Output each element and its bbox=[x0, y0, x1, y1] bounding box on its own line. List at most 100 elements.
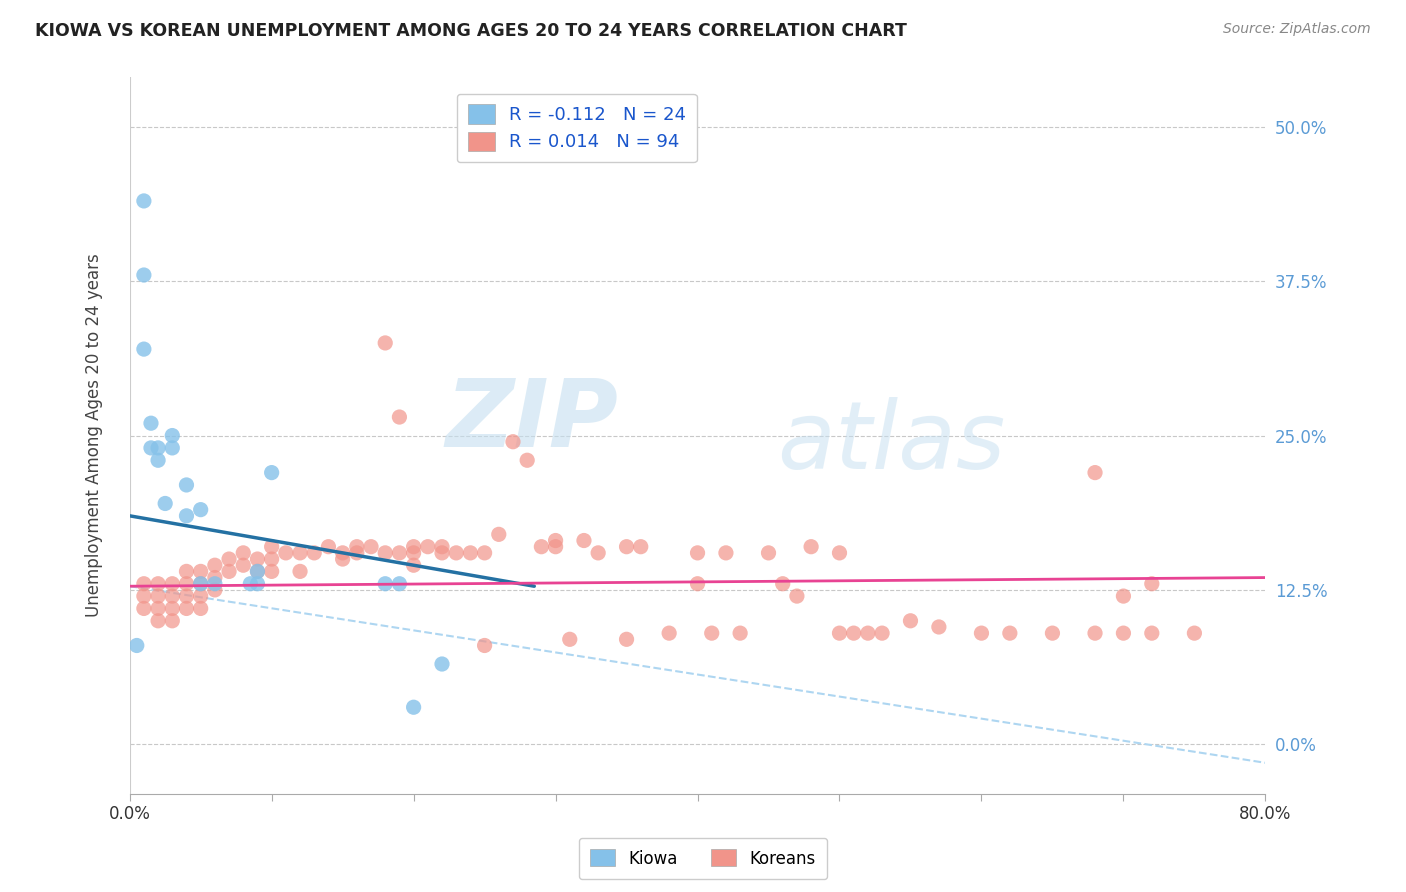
Point bbox=[260, 540, 283, 554]
Point bbox=[430, 540, 453, 554]
Point bbox=[162, 441, 184, 455]
Point bbox=[544, 533, 567, 548]
Point bbox=[274, 546, 297, 560]
Point bbox=[176, 576, 198, 591]
Point bbox=[530, 540, 553, 554]
Point bbox=[1112, 626, 1135, 640]
Point bbox=[374, 335, 396, 350]
Point bbox=[190, 576, 212, 591]
Point bbox=[146, 576, 169, 591]
Point bbox=[558, 632, 581, 647]
Point bbox=[218, 565, 240, 579]
Point bbox=[870, 626, 893, 640]
Point bbox=[288, 546, 311, 560]
Point bbox=[146, 453, 169, 467]
Point bbox=[842, 626, 865, 640]
Point bbox=[260, 552, 283, 566]
Point bbox=[658, 626, 681, 640]
Point bbox=[146, 589, 169, 603]
Point bbox=[146, 441, 169, 455]
Point bbox=[239, 576, 262, 591]
Point bbox=[1042, 626, 1064, 640]
Point bbox=[374, 546, 396, 560]
Point bbox=[346, 546, 368, 560]
Point bbox=[204, 582, 226, 597]
Point bbox=[928, 620, 950, 634]
Point bbox=[998, 626, 1021, 640]
Text: ZIP: ZIP bbox=[446, 376, 619, 467]
Point bbox=[139, 416, 162, 430]
Point bbox=[246, 576, 269, 591]
Point bbox=[232, 558, 254, 573]
Point bbox=[162, 589, 184, 603]
Point bbox=[360, 540, 382, 554]
Point bbox=[260, 565, 283, 579]
Point bbox=[176, 478, 198, 492]
Point bbox=[616, 540, 638, 554]
Point bbox=[162, 601, 184, 615]
Point bbox=[686, 546, 709, 560]
Point bbox=[218, 552, 240, 566]
Point bbox=[828, 546, 851, 560]
Point bbox=[430, 657, 453, 671]
Point bbox=[162, 576, 184, 591]
Point bbox=[190, 576, 212, 591]
Point bbox=[260, 466, 283, 480]
Point bbox=[162, 614, 184, 628]
Legend: Kiowa, Koreans: Kiowa, Koreans bbox=[578, 838, 828, 880]
Text: atlas: atlas bbox=[778, 397, 1005, 488]
Point bbox=[190, 589, 212, 603]
Point bbox=[616, 632, 638, 647]
Point bbox=[460, 546, 482, 560]
Point bbox=[232, 546, 254, 560]
Point bbox=[1184, 626, 1206, 640]
Point bbox=[488, 527, 510, 541]
Point bbox=[204, 576, 226, 591]
Point bbox=[474, 639, 496, 653]
Point bbox=[474, 546, 496, 560]
Point bbox=[246, 565, 269, 579]
Point bbox=[970, 626, 993, 640]
Point bbox=[176, 589, 198, 603]
Point bbox=[388, 410, 411, 425]
Point bbox=[402, 546, 425, 560]
Point bbox=[176, 565, 198, 579]
Point bbox=[146, 614, 169, 628]
Point bbox=[572, 533, 595, 548]
Point bbox=[900, 614, 922, 628]
Point bbox=[402, 700, 425, 714]
Point bbox=[132, 601, 155, 615]
Point bbox=[132, 194, 155, 208]
Point bbox=[714, 546, 737, 560]
Point bbox=[146, 601, 169, 615]
Point bbox=[332, 552, 354, 566]
Point bbox=[132, 589, 155, 603]
Point bbox=[686, 576, 709, 591]
Point bbox=[444, 546, 467, 560]
Point bbox=[430, 546, 453, 560]
Point bbox=[728, 626, 751, 640]
Point bbox=[139, 441, 162, 455]
Point bbox=[586, 546, 609, 560]
Point bbox=[828, 626, 851, 640]
Point bbox=[388, 576, 411, 591]
Point bbox=[132, 576, 155, 591]
Point bbox=[700, 626, 723, 640]
Point bbox=[190, 502, 212, 516]
Point bbox=[402, 540, 425, 554]
Point bbox=[388, 546, 411, 560]
Point bbox=[153, 496, 176, 510]
Point bbox=[1084, 466, 1107, 480]
Point bbox=[1084, 626, 1107, 640]
Point bbox=[786, 589, 808, 603]
Point bbox=[176, 601, 198, 615]
Point bbox=[288, 565, 311, 579]
Point bbox=[332, 546, 354, 560]
Point bbox=[346, 540, 368, 554]
Point bbox=[856, 626, 879, 640]
Point bbox=[190, 565, 212, 579]
Point bbox=[1112, 589, 1135, 603]
Point bbox=[204, 558, 226, 573]
Point bbox=[125, 639, 148, 653]
Point bbox=[772, 576, 794, 591]
